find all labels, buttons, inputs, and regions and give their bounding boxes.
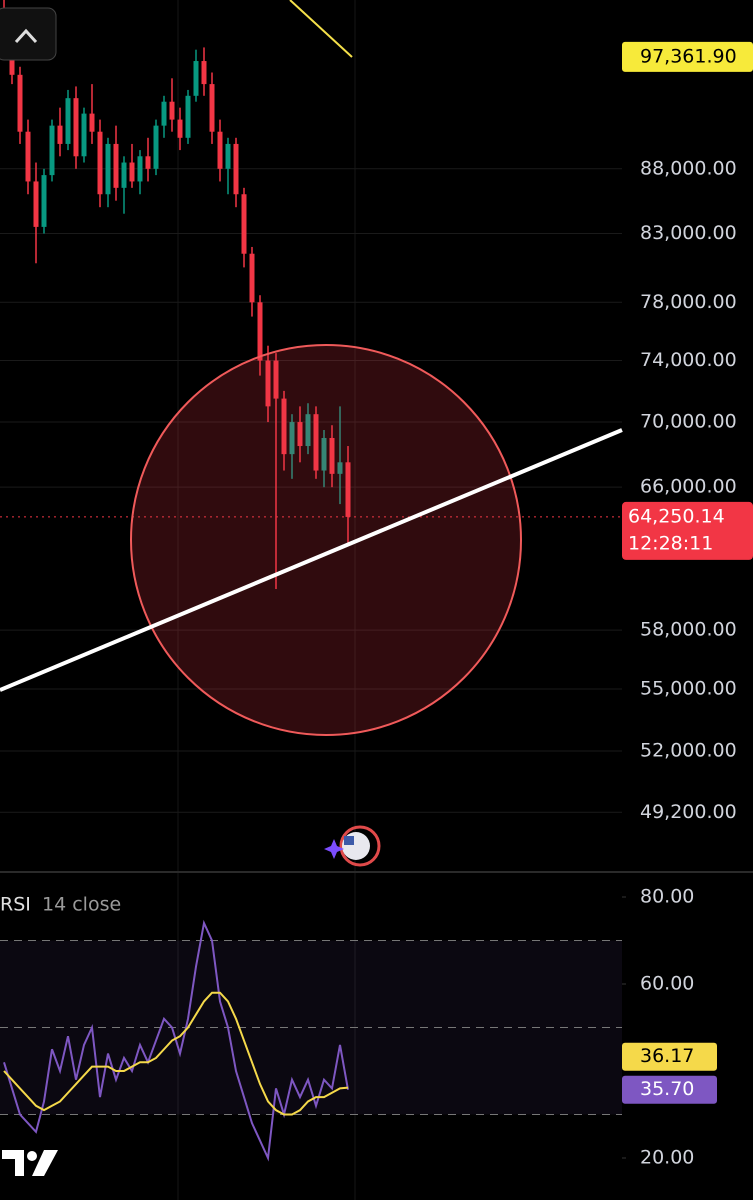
candle-body	[121, 162, 127, 188]
candle-body	[73, 98, 79, 157]
candle-body	[313, 414, 319, 471]
candle-body	[113, 143, 119, 188]
y-tick-label: 66,000.00	[640, 476, 737, 498]
rsi-line	[3, 991, 349, 1116]
y-tick-label: 60.00	[640, 973, 694, 995]
candle-body	[329, 437, 335, 474]
candle-body	[57, 125, 63, 144]
logo-part	[2, 1150, 24, 1176]
y-tick-label: 58,000.00	[640, 619, 737, 641]
candle-body	[81, 113, 87, 157]
candle-body	[97, 131, 103, 195]
candle-body	[321, 437, 327, 471]
value-badge-label: 35.70	[640, 1078, 694, 1100]
candle-body	[89, 113, 95, 132]
candle-body	[185, 95, 191, 138]
candle-body	[201, 61, 207, 85]
y-tick-label: 83,000.00	[640, 222, 737, 244]
candle-body	[41, 175, 47, 227]
y-tick-label: 80.00	[640, 886, 694, 908]
high-label: 97,361.90	[640, 45, 737, 67]
candle-body	[345, 462, 351, 517]
candle-body	[273, 360, 279, 399]
candle-body	[265, 360, 271, 407]
candle-body	[153, 125, 159, 169]
candle-body	[209, 84, 215, 132]
price-label: 64,250.14	[628, 505, 725, 527]
candle-body	[33, 181, 39, 227]
candle-body	[25, 131, 31, 182]
rsi-line	[3, 919, 349, 1162]
candle-body	[225, 143, 231, 169]
price-badge	[622, 501, 753, 560]
y-tick-label: 88,000.00	[640, 157, 737, 179]
y-tick-label: 52,000.00	[640, 740, 737, 762]
candle-body	[65, 98, 71, 144]
candle-body	[169, 101, 175, 120]
value-badge-label: 36.17	[640, 1045, 694, 1067]
logo-part	[32, 1150, 58, 1176]
indicator-title: RSI	[0, 894, 31, 916]
logo	[2, 1150, 58, 1176]
sparkle	[324, 839, 344, 859]
candle-body	[257, 302, 263, 361]
candle-body	[289, 422, 295, 455]
candle-body	[337, 462, 343, 474]
candle-body	[145, 156, 151, 169]
countdown: 12:28:11	[628, 532, 713, 554]
y-tick-label: 70,000.00	[640, 411, 737, 433]
candle-body	[249, 253, 255, 303]
trend-line[interactable]	[0, 428, 623, 692]
candle-body	[241, 194, 247, 254]
y-tick-label: 78,000.00	[640, 291, 737, 313]
candle-body	[193, 61, 199, 96]
candle-body	[105, 143, 111, 195]
candle-body	[297, 422, 303, 447]
icon-ring	[339, 825, 381, 867]
rsi-pane: 80.00 60.00 20.00 RSI 14 close 35.70 36.17	[0, 886, 717, 1169]
candle-body	[233, 143, 239, 195]
candle-body	[177, 119, 183, 138]
candle-body	[217, 131, 223, 169]
high-badge	[622, 41, 753, 72]
y-tick-label: 49,200.00	[640, 801, 737, 823]
flag-canton	[344, 836, 354, 845]
candle-body	[129, 162, 135, 182]
candle-body	[137, 156, 143, 182]
indicator-params: 14 close	[42, 894, 121, 916]
value-badge	[622, 1075, 717, 1104]
trend-line-yellow[interactable]	[289, 0, 353, 58]
chevron	[14, 28, 38, 44]
logo-part	[27, 1151, 37, 1161]
y-tick-label: 20.00	[640, 1147, 694, 1169]
candle-body	[281, 398, 287, 455]
y-tick-label: 55,000.00	[640, 677, 737, 699]
candle-body	[161, 101, 167, 126]
candle-body	[17, 74, 23, 132]
circle-drawing[interactable]	[130, 344, 522, 736]
candle-body	[305, 414, 311, 447]
value-badge	[622, 1042, 717, 1071]
candle-body	[49, 125, 55, 176]
event-icon[interactable]	[324, 825, 381, 867]
collapse-button[interactable]	[0, 7, 57, 61]
y-tick-label: 74,000.00	[640, 349, 737, 371]
price-pane: 88,000.00 83,000.00 78,000.00 74,000.00 70,0…	[0, 0, 753, 823]
